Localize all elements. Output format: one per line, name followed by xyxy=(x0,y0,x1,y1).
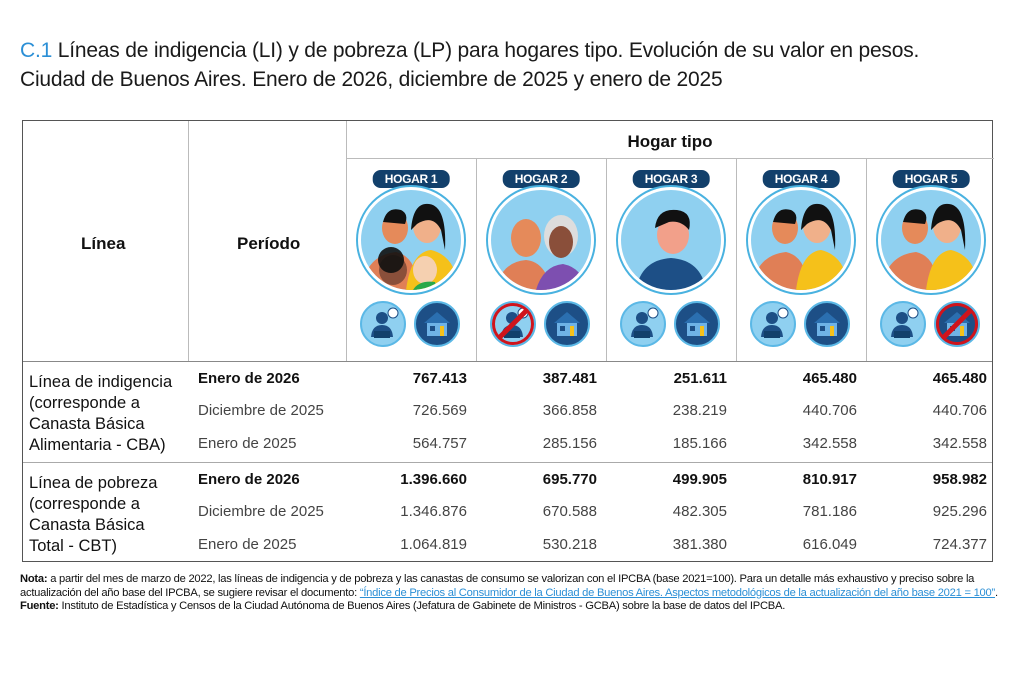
hogar-badge: HOGAR 4 xyxy=(762,170,840,188)
hogar-column-header: HOGAR 3 xyxy=(606,159,736,361)
hogar-column-header: HOGAR 4 xyxy=(736,159,866,361)
value-cell: 726.569 xyxy=(412,402,467,419)
value-cell: 695.770 xyxy=(542,471,597,488)
value-cell: 564.757 xyxy=(412,435,467,452)
worker-icon xyxy=(490,301,536,347)
line-label: Línea de indigencia (corresponde a Canasta… xyxy=(29,372,172,456)
value-cell: 616.049 xyxy=(802,536,857,553)
household-portrait-icon xyxy=(358,187,464,293)
value-cell: 185.166 xyxy=(672,435,727,452)
value-cell: 285.156 xyxy=(542,435,597,452)
prohibited-icon xyxy=(936,303,978,345)
value-cell: 465.480 xyxy=(932,370,987,387)
column-divider xyxy=(866,159,867,361)
fuente: Fuente: Instituto de Estadística y Censo… xyxy=(20,600,1000,614)
value-cell: 342.558 xyxy=(802,435,857,452)
column-divider xyxy=(736,159,737,361)
column-divider xyxy=(606,159,607,361)
line-label-text: Línea de pobreza xyxy=(29,474,158,492)
line-label-text: (corresponde a xyxy=(29,394,140,412)
worker-icon xyxy=(620,301,666,347)
column-divider xyxy=(188,121,189,361)
house-icon xyxy=(934,301,980,347)
period-cell: Diciembre de 2025 xyxy=(198,402,324,419)
line-label-text: Total - CBT) xyxy=(29,537,118,555)
household-portrait-icon xyxy=(488,187,594,293)
nota-text: a partir del mes de marzo de 2022, las l… xyxy=(20,573,975,599)
value-cell: 781.186 xyxy=(802,503,857,520)
value-cell: 1.346.876 xyxy=(400,503,467,520)
line-label-text: Canasta Básica xyxy=(29,516,145,534)
line-label-text: Canasta Básica xyxy=(29,415,145,433)
header-periodo: Período xyxy=(237,234,301,253)
value-cell: 724.377 xyxy=(932,536,987,553)
document-link[interactable]: “Índice de Precios al Consumidor de la C… xyxy=(359,586,995,599)
house-icon xyxy=(414,301,460,347)
value-cell: 482.305 xyxy=(672,503,727,520)
fuente-text: Instituto de Estadística y Censos de la … xyxy=(58,600,786,612)
value-cell: 670.588 xyxy=(542,503,597,520)
value-cell: 342.558 xyxy=(932,435,987,452)
row-divider xyxy=(346,158,994,159)
period-cell: Enero de 2026 xyxy=(198,370,300,387)
value-cell: 381.380 xyxy=(672,536,727,553)
notes: Nota: a partir del mes de marzo de 2022,… xyxy=(20,573,1000,614)
line-label-text: Línea de indigencia xyxy=(29,373,173,391)
header-hogar-tipo: Hogar tipo xyxy=(627,132,713,151)
value-cell: 1.064.819 xyxy=(400,536,467,553)
hogar-column-header: HOGAR 5 xyxy=(866,159,996,361)
line-label-text: Alimentaria - CBA) xyxy=(29,436,166,454)
title-line2: Ciudad de Buenos Aires. Enero de 2026, d… xyxy=(20,68,723,91)
header-linea: Línea xyxy=(81,234,126,253)
house-icon xyxy=(674,301,720,347)
hogar-badge: HOGAR 5 xyxy=(892,170,970,188)
worker-icon xyxy=(880,301,926,347)
value-cell: 810.917 xyxy=(802,471,857,488)
household-portrait-icon xyxy=(748,187,854,293)
nota-end: . xyxy=(994,586,998,599)
value-cell: 440.706 xyxy=(802,402,857,419)
period-cell: Enero de 2026 xyxy=(198,471,300,488)
row-divider xyxy=(23,361,992,362)
household-portrait-icon xyxy=(618,187,724,293)
value-cell: 499.905 xyxy=(672,471,727,488)
title-line1: Líneas de indigencia (LI) y de pobreza (… xyxy=(57,39,920,62)
fuente-label: Fuente: xyxy=(20,600,59,612)
hogar-column-header: HOGAR 1 xyxy=(346,159,476,361)
title-code: C.1 xyxy=(20,39,53,62)
value-cell: 530.218 xyxy=(542,536,597,553)
value-cell: 366.858 xyxy=(542,402,597,419)
value-cell: 238.219 xyxy=(672,402,727,419)
chart-title: C.1 Líneas de indigencia (LI) y de pobre… xyxy=(20,36,919,94)
hogar-column-header: HOGAR 2 xyxy=(476,159,606,361)
house-icon xyxy=(804,301,850,347)
household-portrait-icon xyxy=(878,187,984,293)
column-divider xyxy=(476,159,477,361)
poverty-lines-table: Línea Período Hogar tipo HOGAR 1 HOGAR 2 H… xyxy=(22,120,996,562)
worker-icon xyxy=(750,301,796,347)
hogar-badge: HOGAR 2 xyxy=(502,170,580,188)
prohibited-icon xyxy=(492,303,534,345)
value-cell: 1.396.660 xyxy=(400,471,467,488)
period-cell: Enero de 2025 xyxy=(198,536,297,553)
value-cell: 958.982 xyxy=(932,471,987,488)
value-cell: 251.611 xyxy=(673,370,727,387)
worker-icon xyxy=(360,301,406,347)
value-cell: 925.296 xyxy=(932,503,987,520)
value-cell: 465.480 xyxy=(802,370,857,387)
period-cell: Diciembre de 2025 xyxy=(198,503,324,520)
line-label: Línea de pobreza (corresponde a Canasta Bá… xyxy=(29,473,157,557)
value-cell: 387.481 xyxy=(542,370,597,387)
hogar-badge: HOGAR 3 xyxy=(632,170,710,188)
column-divider xyxy=(346,121,347,361)
row-divider xyxy=(23,462,992,463)
hogar-badge: HOGAR 1 xyxy=(372,170,450,188)
house-icon xyxy=(544,301,590,347)
value-cell: 440.706 xyxy=(932,402,987,419)
nota-label: Nota: xyxy=(20,573,48,585)
nota: Nota: a partir del mes de marzo de 2022,… xyxy=(20,573,1000,600)
value-cell: 767.413 xyxy=(412,370,467,387)
line-label-text: (corresponde a xyxy=(29,495,140,513)
period-cell: Enero de 2025 xyxy=(198,435,297,452)
